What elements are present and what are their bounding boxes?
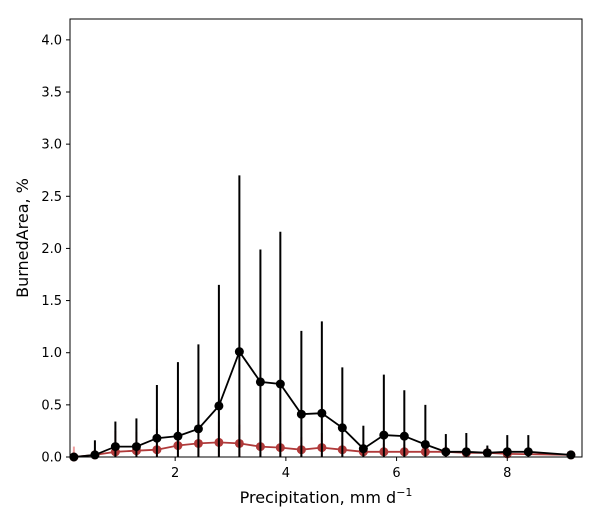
data-point: [90, 450, 100, 460]
y-tick-label: 0.0: [41, 451, 62, 466]
data-point: [214, 401, 224, 411]
y-tick-label: 4.0: [41, 33, 62, 48]
data-point: [193, 424, 203, 434]
y-tick-label: 0.5: [41, 398, 62, 413]
y-tick-label: 1.5: [41, 294, 62, 309]
x-tick-label: 6: [392, 466, 400, 481]
data-point: [379, 430, 389, 440]
y-tick-label: 3.5: [41, 86, 62, 101]
x-tick-label: 2: [171, 466, 179, 481]
plot-frame: [69, 18, 583, 458]
data-point: [110, 442, 120, 452]
y-tick-label: 2.0: [41, 242, 62, 257]
data-point: [461, 447, 471, 457]
data-point: [296, 409, 306, 419]
data-point: [420, 439, 430, 449]
y-tick-label: 3.0: [41, 138, 62, 153]
y-tick-label: 1.0: [41, 346, 62, 361]
x-axis-ticks: 2 4 6 8: [171, 457, 511, 481]
data-point: [441, 447, 451, 457]
data-point: [566, 450, 576, 460]
data-point: [482, 448, 492, 458]
data-point: [131, 442, 141, 452]
data-point: [337, 423, 347, 433]
plot-background: [70, 19, 582, 457]
data-point: [255, 377, 265, 387]
data-point: [234, 347, 244, 357]
series-layer: [69, 175, 576, 462]
data-point: [173, 431, 183, 441]
x-axis-label-superscript: −1: [396, 486, 412, 499]
data-point: [358, 444, 368, 454]
x-tick-label: 8: [503, 466, 511, 481]
data-point: [399, 431, 409, 441]
y-tick-label: 2.5: [41, 190, 62, 205]
data-point: [523, 447, 533, 457]
x-tick-label: 4: [282, 466, 290, 481]
y-axis-label: BurnedArea, %: [13, 178, 32, 298]
data-point: [152, 433, 162, 443]
data-point: [502, 447, 512, 457]
series-1: [69, 175, 576, 462]
y-axis-ticks: 0.0 0.5 1.0 1.5 2.0 2.5 3.0 3.5 4.0: [41, 33, 70, 466]
x-axis-label: Precipitation, mm d−1: [240, 486, 413, 507]
data-point: [275, 379, 285, 389]
data-point: [317, 408, 327, 418]
